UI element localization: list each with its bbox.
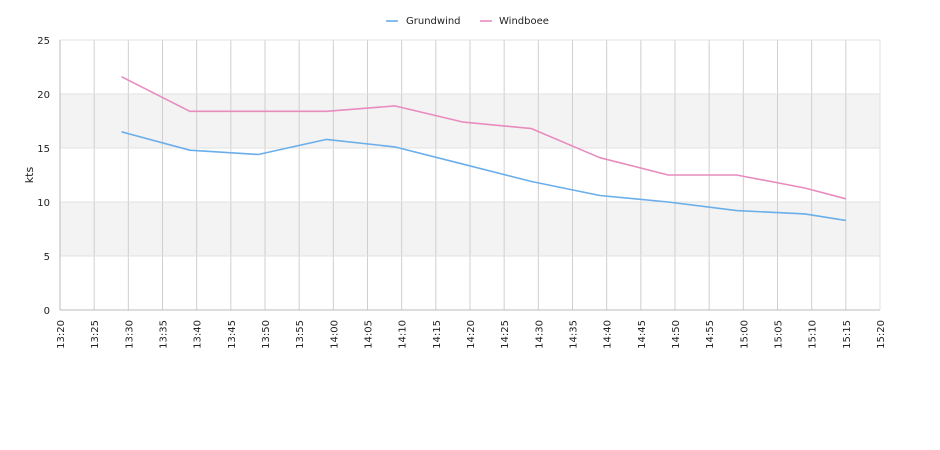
x-tick-label: 13:20 bbox=[56, 320, 67, 349]
legend-label-windboee: Windboee bbox=[499, 16, 549, 27]
y-tick-label: 25 bbox=[37, 36, 50, 47]
x-tick-label: 13:50 bbox=[261, 320, 272, 349]
y-tick-label: 5 bbox=[44, 252, 50, 263]
series-lines bbox=[121, 75, 847, 222]
axes bbox=[59, 40, 881, 311]
y-tick-labels: 0 5 10 15 20 25 bbox=[37, 36, 50, 317]
x-tick-label: 14:45 bbox=[637, 320, 648, 349]
x-tick-label: 15:10 bbox=[808, 320, 819, 349]
x-tick-label: 15:20 bbox=[876, 320, 887, 349]
x-tick-label: 13:35 bbox=[159, 320, 170, 349]
vertical-gridlines bbox=[59, 40, 881, 310]
series-line-grundwind bbox=[121, 131, 846, 222]
y-axis-title: kts bbox=[23, 167, 36, 184]
x-tick-label: 14:00 bbox=[329, 320, 340, 349]
x-tick-label: 14:15 bbox=[432, 320, 443, 349]
x-tick-label: 14:35 bbox=[569, 320, 580, 349]
x-tick-label: 14:40 bbox=[603, 320, 614, 349]
x-tick-label: 13:30 bbox=[124, 320, 135, 349]
series-line-windboee bbox=[121, 75, 847, 200]
x-tick-label: 15:05 bbox=[774, 320, 785, 349]
legend: Grundwind Windboee bbox=[386, 16, 549, 27]
y-tick-label: 0 bbox=[44, 306, 50, 317]
y-tick-label: 15 bbox=[37, 144, 50, 155]
x-tick-label: 13:40 bbox=[193, 320, 204, 349]
x-tick-label: 14:30 bbox=[534, 320, 545, 349]
x-tick-labels: 13:20 13:25 13:30 13:35 13:40 13:45 13:50 13:55… bbox=[56, 320, 887, 349]
x-tick-label: 14:55 bbox=[705, 320, 716, 349]
x-tick-label: 15:00 bbox=[739, 320, 750, 349]
x-tick-label: 14:25 bbox=[500, 320, 511, 349]
y-tick-label: 10 bbox=[37, 198, 50, 209]
x-tick-label: 14:20 bbox=[466, 320, 477, 349]
x-tick-label: 13:25 bbox=[90, 320, 101, 349]
x-tick-label: 13:55 bbox=[295, 320, 306, 349]
y-tick-label: 20 bbox=[37, 90, 50, 101]
x-tick-label: 15:15 bbox=[842, 320, 853, 349]
x-tick-label: 14:05 bbox=[364, 320, 375, 349]
x-tick-label: 13:45 bbox=[227, 320, 238, 349]
legend-label-grundwind: Grundwind bbox=[406, 16, 461, 27]
x-tick-label: 14:10 bbox=[398, 320, 409, 349]
x-tick-label: 14:50 bbox=[671, 320, 682, 349]
